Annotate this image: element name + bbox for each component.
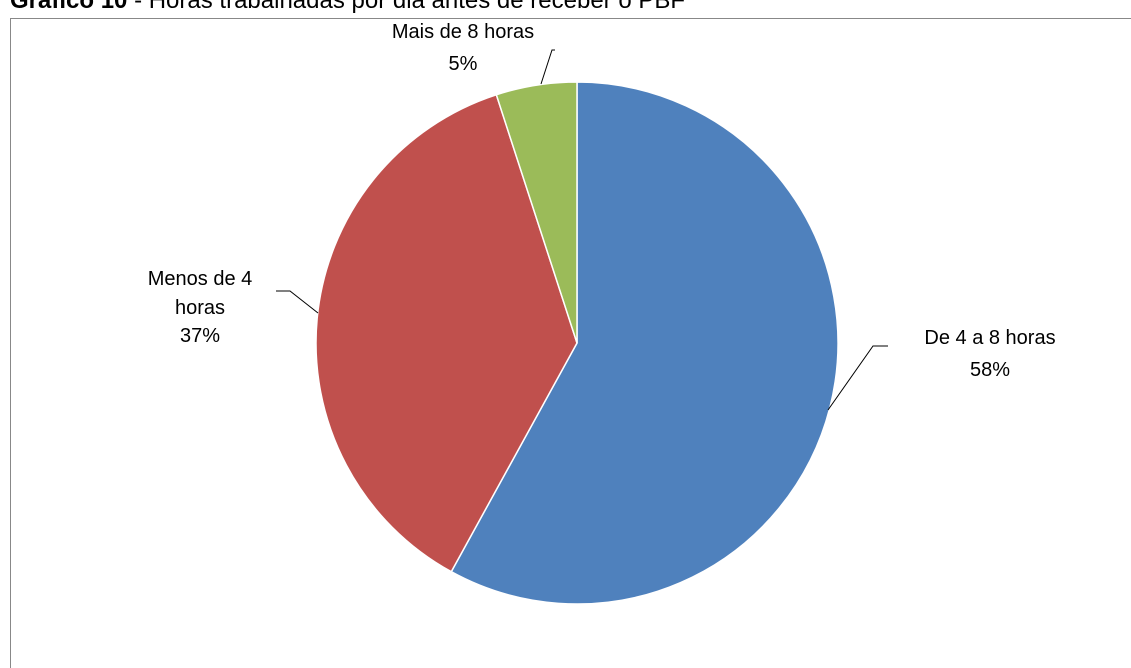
value-label: 5% <box>448 53 478 75</box>
pie-slice <box>495 81 578 344</box>
pie-slice <box>315 93 578 573</box>
leader-line <box>276 290 319 314</box>
chart-title: Gráfico 10 - Horas trabalhadas por dia a… <box>10 0 685 15</box>
slice-label: De 4 a 8 horas <box>924 327 1056 349</box>
title-text: - Horas trabalhadas por dia antes de rec… <box>134 0 686 14</box>
slice-label: Mais de 8 horas <box>391 21 535 43</box>
value-label: 37% <box>179 325 221 347</box>
slice-label: Menos de 4 horas <box>147 268 253 319</box>
chart-frame <box>10 18 1131 668</box>
leader-line <box>827 345 888 411</box>
leader-line <box>540 49 555 85</box>
title-prefix: Gráfico 10 <box>10 0 128 14</box>
value-label: 58% <box>969 359 1011 381</box>
